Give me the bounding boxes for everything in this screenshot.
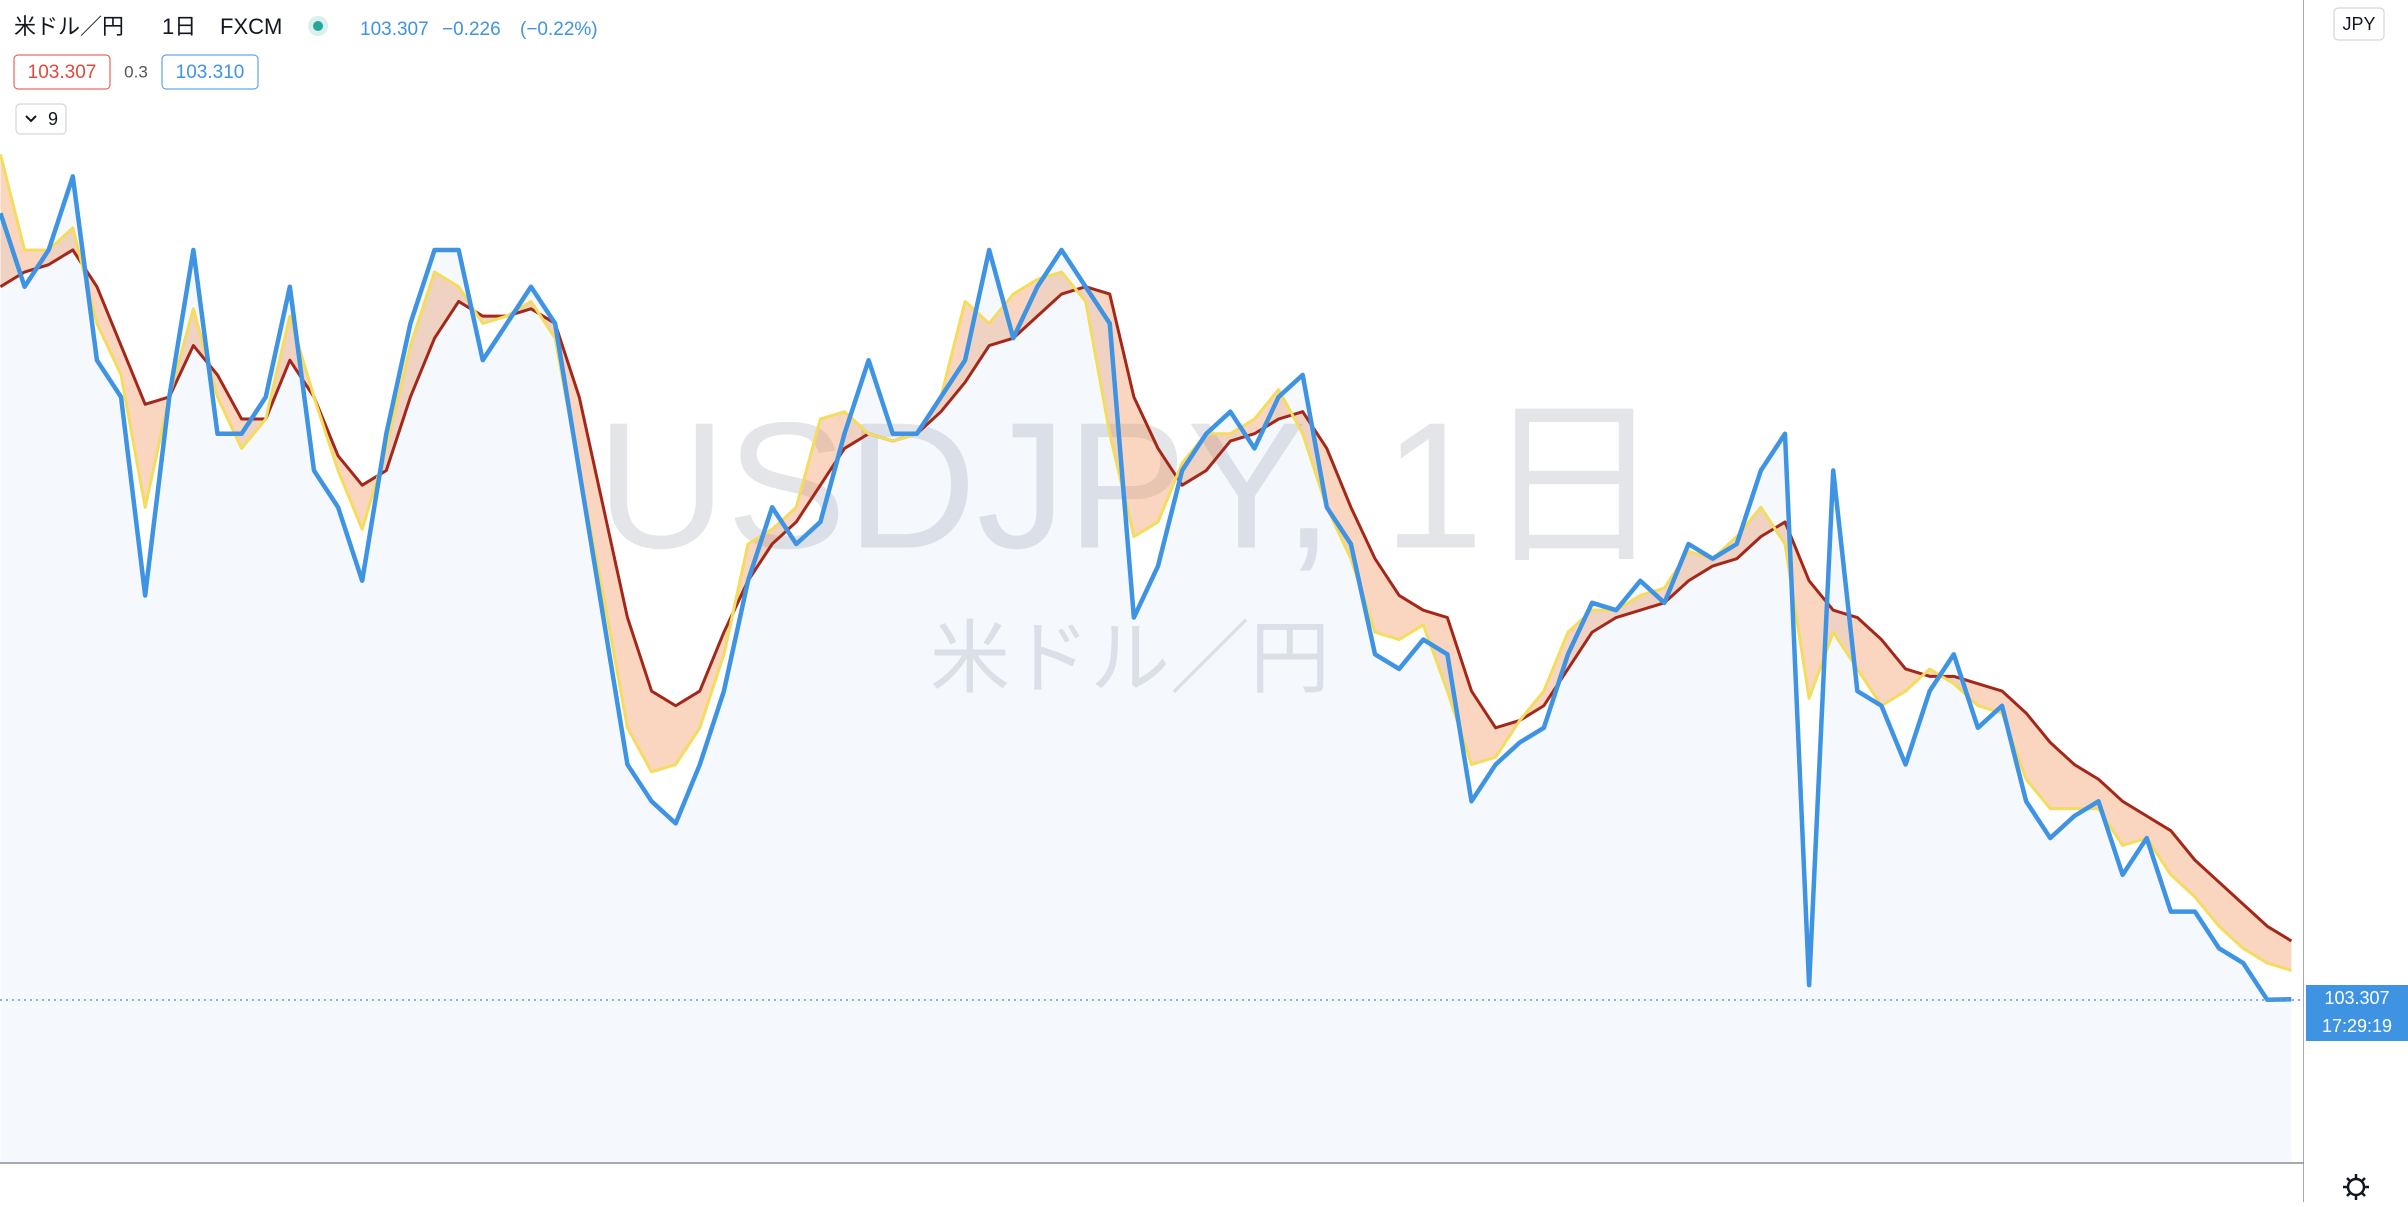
- exchange: FXCM: [220, 14, 282, 39]
- market-status-dot: [313, 21, 323, 31]
- legend-box-slow: [13, 54, 111, 90]
- settings-icon[interactable]: [2343, 1174, 2369, 1200]
- settings-teeth[interactable]: [2343, 1174, 2369, 1200]
- settings-gear[interactable]: [2346, 1177, 2366, 1197]
- ribbon-toggle[interactable]: [15, 103, 67, 135]
- ribbon-count[interactable]: 9: [48, 109, 58, 129]
- legend-box-fast: [161, 54, 259, 90]
- legend-fast: 103.310: [176, 62, 245, 83]
- plot: [0, 154, 2293, 1163]
- last-price-badge: [2306, 985, 2408, 1013]
- symbol: 米ドル／円: [14, 14, 124, 39]
- watermark-sub: 米ドル／円: [930, 614, 1330, 703]
- price-line: [0, 174, 2292, 1003]
- countdown-badge: [2306, 1013, 2408, 1041]
- currency-label[interactable]: JPY: [2342, 14, 2375, 34]
- price-change-pct: (−0.22%): [520, 19, 598, 40]
- countdown-label: 17:29:19: [2322, 1016, 2392, 1036]
- last-price-label: 103.307: [2324, 988, 2389, 1008]
- price-change: −0.226: [442, 19, 501, 40]
- ribbon-line: [0, 248, 2293, 943]
- interval: 1日: [162, 14, 196, 39]
- chevron[interactable]: [25, 115, 37, 123]
- currency-button[interactable]: [2333, 7, 2385, 41]
- last-price: 103.307: [360, 19, 429, 40]
- legend-slow: 103.307: [28, 62, 97, 83]
- price-area: [0, 176, 2292, 1163]
- legend-step: 0.3: [124, 62, 148, 81]
